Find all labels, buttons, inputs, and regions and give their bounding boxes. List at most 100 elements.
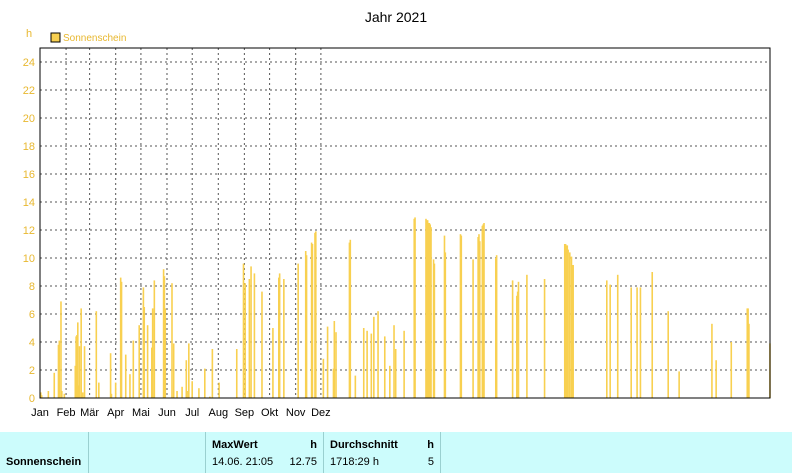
bar — [348, 242, 351, 398]
bar — [75, 336, 77, 398]
bar — [564, 244, 567, 398]
bar — [80, 308, 82, 398]
bar — [163, 276, 166, 398]
bar — [153, 280, 156, 398]
bar — [98, 382, 100, 398]
y-tick-label: 4 — [29, 337, 35, 349]
bar — [394, 349, 397, 398]
bar — [563, 244, 566, 398]
bar — [61, 391, 63, 398]
bar — [124, 354, 127, 398]
stats-empty-cell — [89, 432, 206, 473]
y-tick-label: 10 — [23, 253, 35, 265]
bar — [74, 365, 77, 398]
bar — [109, 353, 112, 398]
bar — [162, 269, 165, 398]
bar — [616, 274, 619, 398]
bar — [571, 265, 574, 398]
bar — [572, 265, 574, 398]
x-tick-label: Jan — [31, 407, 49, 419]
bar — [429, 224, 431, 398]
bar — [198, 388, 200, 398]
bar — [609, 284, 611, 398]
max-value: 12.75 — [289, 456, 317, 468]
avg-value: 5 — [427, 456, 434, 468]
bar — [164, 308, 167, 398]
bar — [83, 346, 86, 398]
stats-table: Sonnenschein MaxWert h 14.06. 21:05 12.7… — [0, 432, 792, 473]
bar — [383, 336, 386, 398]
bar — [142, 287, 145, 398]
y-tick-label: 18 — [23, 141, 35, 153]
bar — [332, 368, 335, 398]
bar-series — [40, 217, 771, 398]
bar — [370, 333, 373, 398]
bar — [425, 218, 427, 398]
bar — [393, 325, 395, 398]
bar — [335, 332, 337, 398]
bar — [432, 259, 435, 398]
max-unit: h — [310, 439, 317, 451]
gridlines — [40, 48, 770, 398]
bar — [188, 343, 190, 398]
bar — [630, 287, 632, 398]
bar — [636, 287, 638, 398]
bar — [711, 323, 713, 398]
bar — [483, 223, 485, 398]
bar — [567, 249, 569, 398]
bar — [138, 325, 140, 398]
y-tick-label: 22 — [23, 85, 35, 97]
y-tick-label: 2 — [29, 365, 35, 377]
bar — [730, 342, 733, 398]
bar — [310, 242, 313, 398]
legend-label: Sonnenschein — [63, 33, 126, 44]
bar — [373, 316, 375, 398]
x-tick-label: Mär — [80, 407, 99, 419]
legend: Sonnenschein — [50, 32, 126, 44]
bar — [526, 274, 528, 398]
bar — [181, 386, 183, 398]
bar — [478, 234, 480, 398]
bar — [40, 392, 42, 398]
bar — [651, 272, 654, 398]
bar — [413, 218, 416, 398]
bar — [278, 273, 281, 398]
bar — [354, 375, 357, 398]
bar — [482, 224, 484, 398]
bar — [143, 307, 146, 398]
bar — [60, 301, 62, 398]
bar — [185, 360, 188, 398]
x-tick-label: Dez — [311, 407, 331, 419]
x-tick-label: Sep — [235, 407, 255, 419]
plot-frame — [39, 47, 771, 399]
bar — [218, 382, 220, 398]
bar — [667, 311, 669, 398]
bar — [747, 308, 749, 398]
bar — [47, 391, 50, 398]
bar — [53, 372, 56, 398]
bar — [430, 227, 432, 398]
bar — [433, 263, 436, 398]
bar — [460, 235, 463, 398]
bar — [132, 340, 135, 398]
bar — [272, 328, 274, 398]
bar — [311, 244, 314, 398]
bar — [495, 255, 498, 398]
bar — [516, 291, 519, 398]
bar — [516, 295, 518, 398]
bar — [176, 391, 178, 398]
bar — [426, 220, 429, 398]
bar — [426, 220, 428, 398]
y-tick-label: 14 — [23, 197, 35, 209]
avg-total: 1718:29 h — [330, 456, 379, 468]
x-tick-label: Mai — [132, 407, 150, 419]
bar — [517, 281, 520, 398]
avg-header: Durchschnitt — [330, 439, 398, 451]
bar — [414, 217, 416, 398]
chart-title: Jahr 2021 — [365, 9, 427, 25]
bar — [78, 346, 81, 398]
bar — [304, 251, 307, 398]
x-tick-label: Jul — [185, 407, 199, 419]
x-tick-label: Jun — [158, 407, 176, 419]
